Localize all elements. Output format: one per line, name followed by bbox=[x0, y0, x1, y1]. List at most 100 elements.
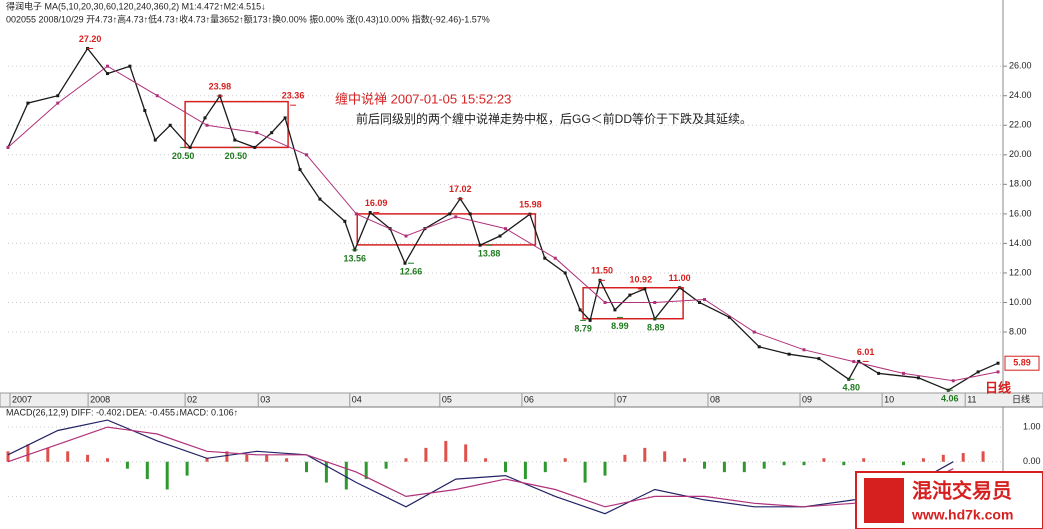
macd-bar bbox=[6, 451, 10, 462]
macd-bar bbox=[742, 461, 746, 473]
macd-bar bbox=[125, 461, 129, 469]
x-tick-label: 2007 bbox=[12, 394, 32, 404]
macd-bar bbox=[324, 461, 328, 483]
price-point bbox=[613, 308, 617, 312]
price-point bbox=[478, 243, 482, 247]
extreme-label: 8.79 bbox=[574, 324, 592, 334]
price-point bbox=[976, 370, 980, 374]
price-point bbox=[563, 271, 567, 275]
price-point bbox=[6, 145, 10, 149]
macd-bar bbox=[46, 447, 50, 462]
macd-bar bbox=[543, 461, 547, 473]
price-point bbox=[368, 211, 372, 215]
y-tick-label: 22.00 bbox=[1009, 120, 1032, 130]
macd-bar bbox=[504, 461, 507, 473]
chart-subtitle: 002055 2008/10/29 开4.73↑高4.73↑低4.73↑收4.7… bbox=[6, 13, 490, 24]
y-tick-label: 12.00 bbox=[1009, 267, 1032, 277]
annotation-text: 前后同级别的两个缠中说禅走势中枢，后GG＜前DD等价于下跌及其延续。 bbox=[356, 111, 752, 126]
x-tick-label: 11 bbox=[967, 394, 976, 404]
y-tick-label: 20.00 bbox=[1009, 149, 1032, 159]
price-line bbox=[7, 47, 999, 391]
macd-line bbox=[7, 426, 954, 508]
macd-bar bbox=[66, 451, 70, 462]
price-point bbox=[448, 212, 452, 216]
price-point bbox=[168, 123, 172, 127]
macd-bar bbox=[344, 461, 348, 490]
x-tick-label: 03 bbox=[260, 394, 270, 404]
x-tick-label: 09 bbox=[802, 394, 812, 404]
price-point bbox=[188, 145, 192, 149]
macd-bar bbox=[404, 458, 408, 462]
macd-bar bbox=[384, 461, 388, 469]
price-point bbox=[802, 348, 806, 352]
macd-bar bbox=[941, 454, 945, 462]
extreme-label: 8.89 bbox=[647, 322, 665, 332]
extreme-label: 4.80 bbox=[842, 383, 860, 393]
price-point bbox=[56, 101, 60, 105]
macd-bar bbox=[285, 458, 289, 462]
price-point bbox=[143, 108, 147, 112]
macd-bar bbox=[902, 461, 905, 466]
macd-bar bbox=[683, 458, 687, 462]
extreme-label: 11.50 bbox=[591, 266, 613, 276]
price-point bbox=[603, 300, 607, 304]
macd-bar bbox=[583, 461, 587, 483]
price-point bbox=[757, 345, 761, 349]
y-tick-label: 10.00 bbox=[1009, 297, 1032, 307]
annotation-title: 缠中说禅 2007-01-05 15:52:23 bbox=[335, 91, 511, 106]
price-point bbox=[787, 352, 791, 356]
price-point bbox=[578, 308, 582, 312]
price-point bbox=[403, 261, 407, 265]
extreme-label: 20.50 bbox=[225, 151, 248, 161]
macd-bar bbox=[961, 453, 965, 462]
x-tick-label: 07 bbox=[617, 394, 627, 404]
price-point bbox=[703, 298, 706, 302]
extreme-label: 6.01 bbox=[857, 347, 875, 357]
macd-bar bbox=[26, 444, 30, 462]
price-point bbox=[155, 94, 159, 98]
price-point bbox=[628, 293, 632, 297]
price-point bbox=[996, 370, 1000, 374]
price-point bbox=[283, 116, 287, 120]
price-point bbox=[26, 101, 30, 105]
last-price-label: 5.89 bbox=[1013, 358, 1031, 368]
price-point bbox=[454, 215, 458, 219]
price-point bbox=[255, 131, 259, 135]
price-point bbox=[106, 64, 109, 68]
watermark-url: www.hd7k.com bbox=[911, 507, 1013, 523]
macd-bar bbox=[185, 461, 189, 476]
macd-bar bbox=[106, 458, 109, 462]
macd-bar bbox=[245, 454, 249, 462]
pivot-box bbox=[582, 286, 684, 320]
macd-bar bbox=[703, 461, 706, 469]
price-point bbox=[298, 168, 302, 172]
extreme-label: 8.99 bbox=[611, 321, 629, 331]
macd-bar bbox=[145, 461, 149, 480]
macd-bar bbox=[563, 458, 567, 462]
macd-bar bbox=[484, 458, 488, 462]
price-point bbox=[205, 123, 209, 127]
macd-bar bbox=[165, 461, 169, 490]
period-label: 日线 bbox=[985, 380, 1011, 395]
x-tick-label: 2008 bbox=[90, 394, 110, 404]
x-tick-label: 04 bbox=[352, 394, 362, 404]
watermark-logo bbox=[864, 478, 904, 523]
macd-bar bbox=[86, 454, 90, 462]
y-tick-label: 14.00 bbox=[1009, 238, 1032, 248]
price-point bbox=[504, 227, 507, 231]
price-point bbox=[343, 219, 347, 223]
price-point bbox=[404, 234, 408, 238]
macd-bar bbox=[981, 451, 985, 462]
price-point bbox=[498, 234, 502, 238]
price-point bbox=[233, 138, 237, 142]
extreme-label: 13.56 bbox=[343, 253, 366, 263]
macd-bar bbox=[265, 454, 269, 462]
price-point bbox=[253, 145, 257, 149]
last-price-box bbox=[1004, 355, 1040, 371]
x-tick-label: 02 bbox=[187, 394, 197, 404]
price-point bbox=[698, 300, 702, 304]
price-point bbox=[153, 138, 157, 142]
macd-bar bbox=[782, 461, 786, 466]
extreme-label: 10.92 bbox=[630, 274, 653, 284]
macd-bar bbox=[464, 444, 468, 462]
